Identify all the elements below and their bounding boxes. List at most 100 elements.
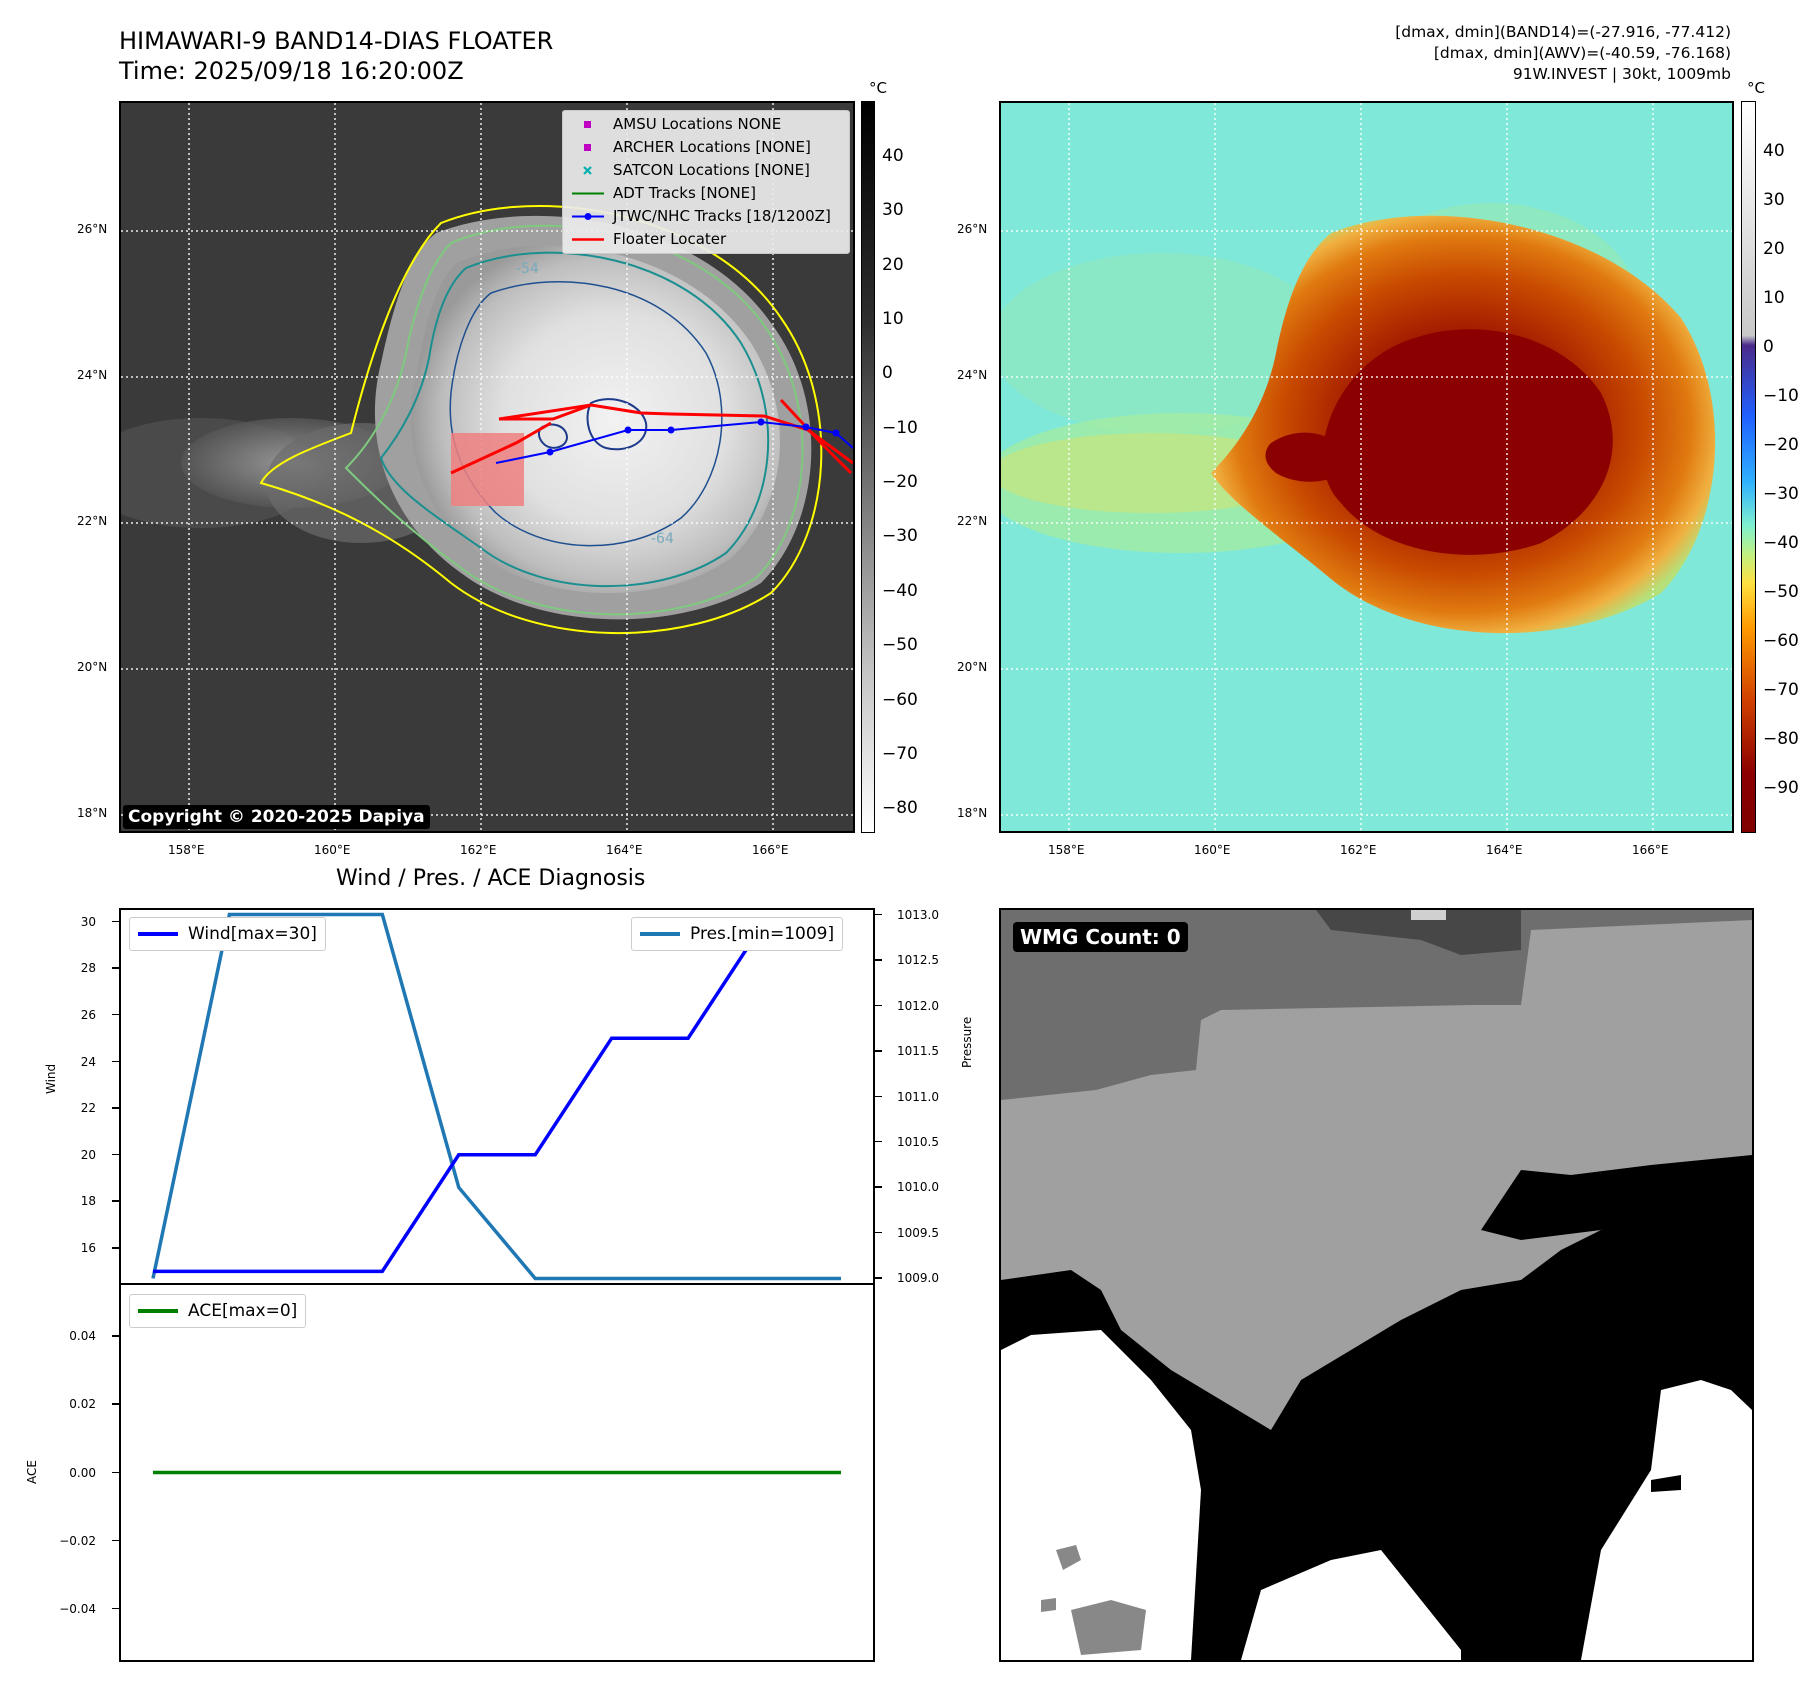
ace-tick-label: 0.02 xyxy=(69,1397,96,1412)
ace-tick-label: 0.00 xyxy=(69,1465,96,1480)
colorbar-tick: 0 xyxy=(882,363,893,383)
wind-tick-label: 24 xyxy=(80,1054,96,1069)
pressure-tick-label: 1012.5 xyxy=(897,953,939,968)
pressure-series-line xyxy=(151,912,841,1281)
colorbar-tick: 10 xyxy=(1763,288,1785,308)
wind-tick-mark xyxy=(112,1013,119,1016)
legend-item-floater: Floater Locater xyxy=(563,228,849,251)
wind-tick-label: 28 xyxy=(80,961,96,976)
ace-tick-mark xyxy=(112,1471,119,1473)
lat-label: 22°N xyxy=(957,514,988,528)
contour-label-64: -64 xyxy=(651,531,674,547)
legend-item-adt: ADT Tracks [NONE] xyxy=(563,182,849,205)
wind-tick-mark xyxy=(112,1247,119,1249)
line-dot-marker-icon xyxy=(572,213,604,220)
stats-awv: [dmax, dmin](AWV)=(-40.59, -76.168) xyxy=(1433,44,1731,62)
lat-label: 18°N xyxy=(77,806,108,820)
colorbar-tick: −80 xyxy=(882,798,918,818)
colorbar-tick: −70 xyxy=(1763,680,1799,700)
ace-tick-mark xyxy=(112,1335,119,1337)
diagnosis-frame xyxy=(119,908,875,1662)
colorbar-tick: 40 xyxy=(1763,141,1785,161)
pressure-tick-label: 1010.5 xyxy=(897,1134,939,1149)
colorbar-tick: −60 xyxy=(882,690,918,710)
jtwc-track xyxy=(495,420,853,464)
lat-label: 24°N xyxy=(77,368,108,382)
colorbar-tick: 0 xyxy=(1763,337,1774,357)
lon-label: 164°E xyxy=(1486,843,1523,857)
ace-axis-label: ACE xyxy=(25,1460,39,1484)
pressure-tick-mark xyxy=(875,913,882,916)
ace-tick-mark xyxy=(112,1539,119,1542)
colorbar-tick: −50 xyxy=(882,635,918,655)
lon-label: 162°E xyxy=(460,843,497,857)
colorbar-tick: 10 xyxy=(882,309,904,329)
legend-item-satcon: SATCON Locations [NONE] xyxy=(563,159,849,182)
lon-label: 160°E xyxy=(1194,843,1231,857)
wind-tick-label: 20 xyxy=(80,1147,96,1162)
lon-label: 166°E xyxy=(752,843,789,857)
wind-legend-label: Wind[max=30] xyxy=(188,924,317,944)
colorbar-tick: −10 xyxy=(1763,386,1799,406)
ace-tick-label: −0.02 xyxy=(59,1533,96,1548)
colorbar-tick: −20 xyxy=(882,472,918,492)
colorbar-tick: −60 xyxy=(1763,631,1799,651)
ace-tick-label: −0.04 xyxy=(59,1601,96,1616)
diagnosis-title: Wind / Pres. / ACE Diagnosis xyxy=(336,866,646,891)
lat-label: 18°N xyxy=(957,806,988,820)
ir-color-map xyxy=(999,101,1734,833)
ace-plot xyxy=(153,1470,841,1475)
colorbar-tick: −30 xyxy=(1763,484,1799,504)
lon-label: 160°E xyxy=(314,843,351,857)
colorbar-tick: −10 xyxy=(882,418,918,438)
wmg-panel: WMG Count: 0 xyxy=(999,908,1754,1662)
lon-label: 164°E xyxy=(606,843,643,857)
colorbar-tick: −80 xyxy=(1763,729,1799,749)
lon-label: 158°E xyxy=(1048,843,1085,857)
square-marker-icon xyxy=(584,144,591,151)
legend-item-jtwc: JTWC/NHC Tracks [18/1200Z] xyxy=(563,205,849,228)
colorbar-tick: 40 xyxy=(882,146,904,166)
x-marker-icon xyxy=(583,166,592,175)
pressure-axis-label: Pressure xyxy=(960,1016,974,1068)
stats-band14: [dmax, dmin](BAND14)=(-27.916, -77.412) xyxy=(1395,23,1731,41)
map-legend: AMSU Locations NONE ARCHER Locations [NO… xyxy=(562,110,850,254)
lat-label: 20°N xyxy=(957,660,988,674)
pressure-tick-mark xyxy=(875,1140,882,1143)
ace-tick-label: 0.04 xyxy=(69,1329,96,1344)
ir-grayscale-map: -54 -64 xyxy=(119,101,855,833)
lon-label: 158°E xyxy=(168,843,205,857)
colorbar-tick: −50 xyxy=(1763,582,1799,602)
colorbar-tick: 30 xyxy=(882,200,904,220)
lat-label: 20°N xyxy=(77,660,108,674)
pressure-legend: Pres.[min=1009] xyxy=(631,917,844,951)
pressure-tick-mark xyxy=(875,1277,882,1279)
lat-label: 26°N xyxy=(957,222,988,236)
wind-tick-mark xyxy=(112,1060,119,1063)
wind-axis-label: Wind xyxy=(44,1063,58,1094)
wind-tick-mark xyxy=(112,1200,119,1202)
pressure-legend-label: Pres.[min=1009] xyxy=(690,924,835,944)
wind-tick-label: 26 xyxy=(80,1007,96,1022)
lon-label: 162°E xyxy=(1340,843,1377,857)
wind-tick-label: 18 xyxy=(80,1194,96,1209)
product-time: Time: 2025/09/18 16:20:00Z xyxy=(119,57,464,85)
wind-tick-label: 22 xyxy=(80,1101,96,1116)
lon-label: 166°E xyxy=(1632,843,1669,857)
wind-tick-label: 30 xyxy=(80,914,96,929)
pressure-tick-label: 1012.0 xyxy=(897,998,939,1013)
colorbar-unit: °C xyxy=(1747,79,1765,97)
ace-tick-mark xyxy=(112,1607,119,1610)
colorbar-unit: °C xyxy=(869,79,887,97)
storm-info: 91W.INVEST | 30kt, 1009mb xyxy=(1512,65,1731,83)
pressure-legend-line xyxy=(640,932,680,936)
colorbar-tick: −40 xyxy=(882,581,918,601)
legend-item-archer: ARCHER Locations [NONE] xyxy=(563,136,849,159)
pressure-tick-label: 1011.0 xyxy=(897,1089,939,1104)
wind-pressure-plot xyxy=(151,912,841,1281)
pressure-tick-label: 1009.0 xyxy=(897,1271,939,1286)
contour-label-54: -54 xyxy=(516,261,539,277)
pressure-tick-mark xyxy=(875,1186,882,1188)
pressure-tick-label: 1009.5 xyxy=(897,1225,939,1240)
colorbar-tick: −40 xyxy=(1763,533,1799,553)
